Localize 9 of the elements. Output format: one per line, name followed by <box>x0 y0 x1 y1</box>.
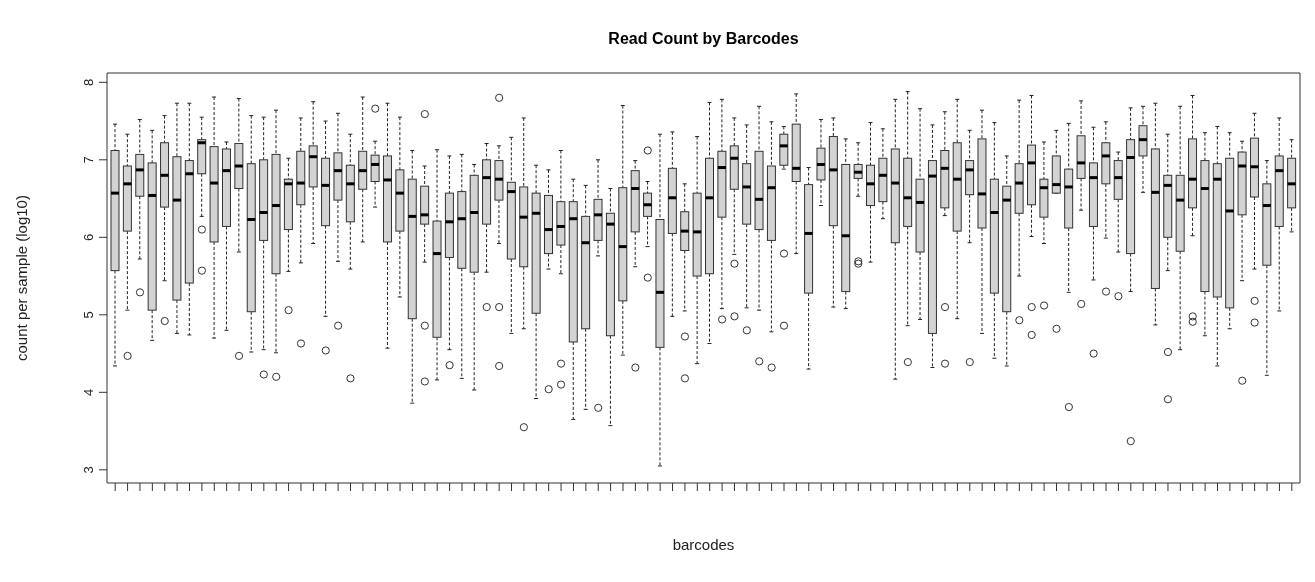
y-tick-label: 5 <box>81 311 96 319</box>
y-axis-title: count per sample (log10) <box>13 194 30 363</box>
y-tick-label: 4 <box>81 388 96 396</box>
y-tick-label: 7 <box>81 156 96 164</box>
x-axis-title: barcodes <box>671 536 736 553</box>
y-tick-label: 8 <box>81 78 96 86</box>
y-tick-label: 6 <box>81 233 96 241</box>
chart-title: Read Count by Barcodes <box>607 30 800 48</box>
y-tick-label: 3 <box>81 466 96 474</box>
